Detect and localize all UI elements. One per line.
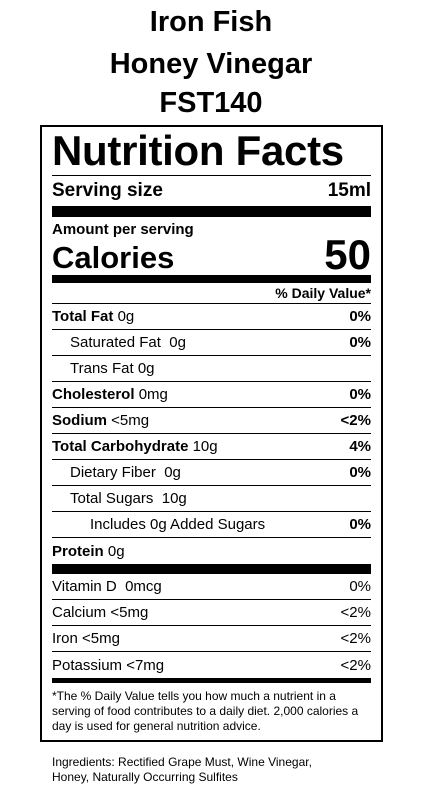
divider: [52, 206, 371, 217]
vitamin-dv: 0%: [349, 578, 371, 595]
divider: [52, 678, 371, 683]
nutrient-dv: <2%: [340, 412, 371, 429]
nutrient-name: Total Carbohydrate: [52, 438, 189, 455]
calories-row: Calories 50: [52, 234, 371, 276]
footnote: *The % Daily Value tells you how much a …: [52, 689, 359, 733]
vitamin-dv: <2%: [340, 604, 371, 621]
vitamin-row: Calcium <5mg <2%: [52, 600, 371, 626]
vitamin-amount: <7mg: [126, 656, 165, 674]
divider: [52, 275, 371, 283]
vitamin-name: Calcium: [52, 604, 107, 621]
nutrient-amount: 10g: [161, 490, 187, 507]
divider: [52, 564, 371, 574]
nutrient-row: Protein 0g: [52, 538, 371, 564]
vitamin-dv: <2%: [340, 630, 371, 647]
nutrient-row: Sodium <5mg <2%: [52, 408, 371, 434]
nutrient-name: Includes 0g Added Sugars: [90, 516, 266, 533]
serving-value: 15ml: [327, 180, 371, 201]
nutrient-name: Total Sugars: [70, 490, 154, 507]
nutrient-row: Total Carbohydrate 10g 4%: [52, 434, 371, 460]
nutrient-row: Cholesterol 0mg 0%: [52, 382, 371, 408]
vitamin-amount: <5mg: [82, 630, 120, 647]
nutrient-row: Saturated Fat 0g 0%: [52, 330, 371, 356]
nutrient-dv: 0%: [349, 334, 371, 351]
nutrient-amount: 0g: [164, 464, 181, 481]
nutrition-label: Nutrition Facts Serving size 15ml Amount …: [40, 125, 383, 742]
vitamin-row: Vitamin D 0mcg 0%: [52, 574, 371, 600]
nutrient-dv: 0%: [349, 386, 371, 403]
nutrient-name: Total Fat: [52, 308, 114, 325]
dv-header: % Daily Value*: [52, 283, 371, 304]
nutrient-amount: 0g: [117, 308, 135, 325]
nutrient-dv: 4%: [349, 438, 371, 455]
vitamin-name: Vitamin D: [52, 578, 117, 595]
header-line: Honey Vinegar: [109, 48, 313, 80]
nutrient-name: Saturated Fat: [70, 334, 161, 351]
serving-label: Serving size: [52, 180, 163, 201]
vitamin-amount: 0mcg: [125, 578, 162, 595]
calories-label: Calories: [52, 240, 175, 275]
nutrient-amount: 0g: [137, 360, 155, 377]
nutrient-row: Total Sugars 10g: [52, 486, 371, 512]
header-line: FST140: [159, 87, 263, 119]
nutrient-name: Trans Fat: [70, 360, 134, 377]
vitamin-name: Potassium: [52, 656, 123, 674]
nutrient-dv: 0%: [349, 308, 371, 325]
serving-row: Serving size 15ml: [52, 176, 371, 206]
nutrient-amount: 0mg: [138, 386, 168, 403]
nutrient-row: Includes 0g Added Sugars 0%: [52, 512, 371, 538]
vitamin-row: Potassium <7mg <2%: [52, 652, 371, 678]
vitamin-row: Iron <5mg <2%: [52, 626, 371, 652]
nutrient-dv: 0%: [349, 464, 371, 481]
amount-per-serving: Amount per serving: [52, 221, 194, 238]
nutrient-row: Total Fat 0g 0%: [52, 304, 371, 330]
nutrient-name: Protein: [52, 542, 104, 560]
nutrient-row: Trans Fat 0g: [52, 356, 371, 382]
nutrient-amount: 0g: [169, 334, 186, 351]
nutrient-name: Sodium: [52, 412, 107, 429]
nutrient-name: Cholesterol: [52, 386, 135, 403]
nutrient-amount: 10g: [192, 438, 218, 455]
vitamin-name: Iron: [52, 630, 78, 647]
nutrient-name: Dietary Fiber: [70, 464, 156, 481]
label-title: Nutrition Facts: [52, 127, 371, 176]
nutrient-amount: <5mg: [111, 412, 150, 429]
calories-value: 50: [324, 231, 371, 278]
vitamin-dv: <2%: [340, 656, 371, 674]
nutrient-row: Dietary Fiber 0g 0%: [52, 460, 371, 486]
nutrient-dv: 0%: [349, 516, 371, 533]
vitamin-amount: <5mg: [110, 604, 149, 621]
ingredients: Ingredients: Rectified Grape Must, Wine …: [52, 755, 312, 784]
nutrient-amount: 0g: [107, 542, 125, 560]
header-line: Iron Fish: [149, 6, 273, 38]
